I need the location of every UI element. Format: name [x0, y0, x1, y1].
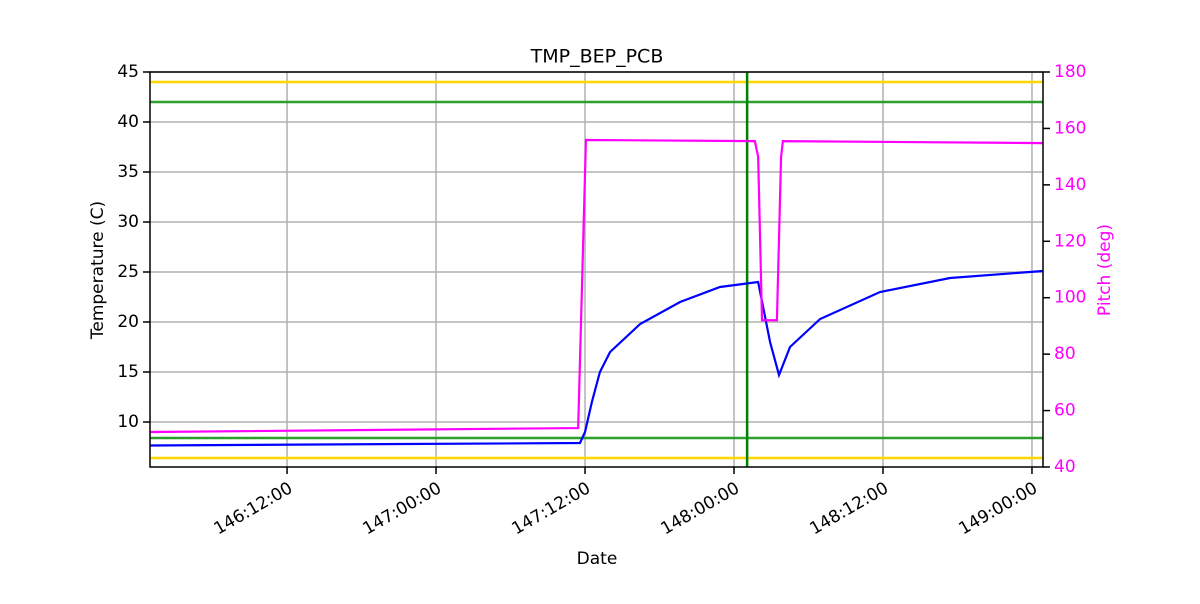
series-line — [149, 138, 1044, 434]
x-axis-label: Date — [577, 549, 618, 569]
y-tick-label: 25 — [117, 262, 139, 282]
y-axis-label: Temperature (C) — [88, 201, 108, 340]
y-tick-label: 15 — [117, 362, 139, 382]
y-tick-label: 40 — [117, 112, 139, 132]
y2-tick-label: 100 — [1054, 288, 1086, 308]
y2-tick-label: 80 — [1054, 344, 1076, 364]
chart-title: TMP_BEP_PCB — [530, 46, 664, 68]
y-tick-label: 10 — [117, 412, 139, 432]
y2-tick-label: 60 — [1054, 401, 1076, 421]
y2-tick-label: 120 — [1054, 231, 1086, 251]
y2-tick-label: 140 — [1054, 175, 1086, 195]
y2-tick-label: 40 — [1054, 457, 1076, 477]
plot-frame — [149, 71, 1044, 468]
y2-axis-label: Pitch (deg) — [1095, 224, 1115, 316]
series-line — [149, 269, 1044, 447]
y-tick-label: 45 — [117, 62, 139, 82]
y-tick-label: 30 — [117, 212, 139, 232]
y-tick-label: 35 — [117, 162, 139, 182]
y2-tick-label: 180 — [1054, 62, 1086, 82]
y-tick-label: 20 — [117, 312, 139, 332]
y2-tick-label: 160 — [1054, 118, 1086, 138]
